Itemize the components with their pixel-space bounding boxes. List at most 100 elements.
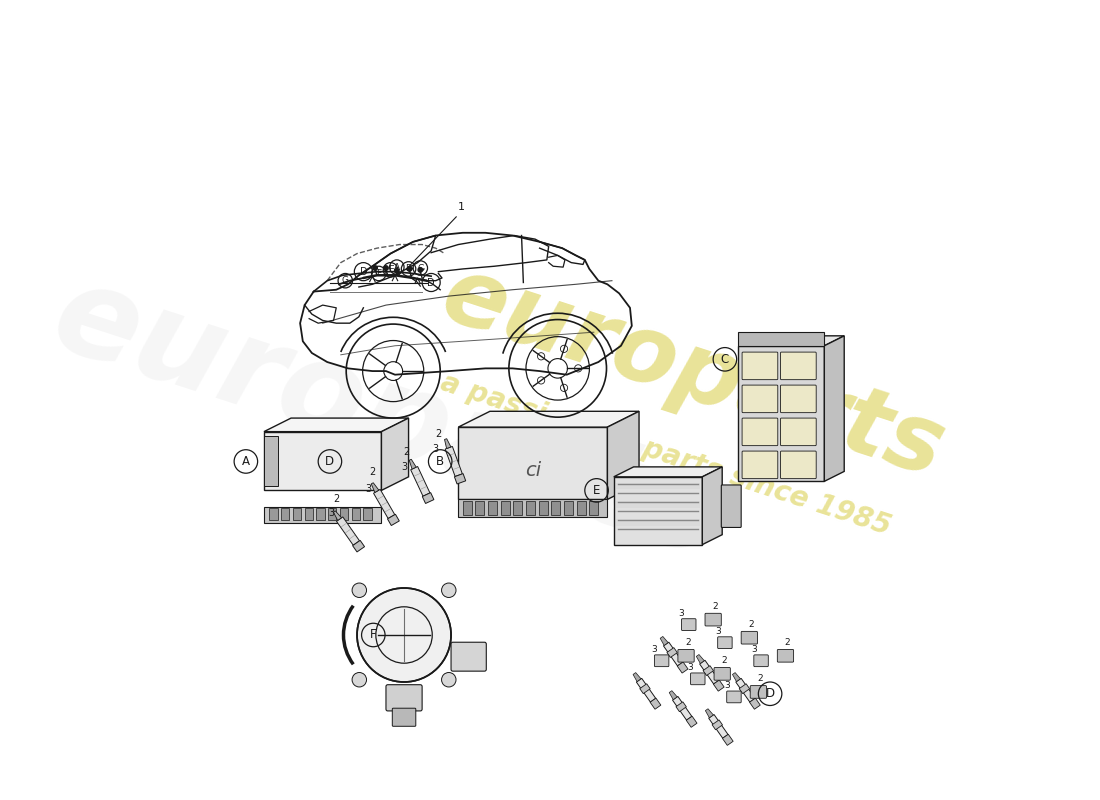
FancyBboxPatch shape <box>722 485 741 527</box>
Text: 2: 2 <box>404 447 410 458</box>
Circle shape <box>358 588 451 682</box>
Polygon shape <box>686 716 697 727</box>
Polygon shape <box>736 678 755 702</box>
FancyBboxPatch shape <box>750 686 767 698</box>
Polygon shape <box>824 336 844 482</box>
Text: D: D <box>360 266 367 277</box>
Polygon shape <box>667 648 678 658</box>
FancyBboxPatch shape <box>616 519 700 526</box>
Text: A: A <box>394 262 400 272</box>
FancyBboxPatch shape <box>264 506 382 523</box>
Text: 2: 2 <box>784 638 790 646</box>
Polygon shape <box>669 690 678 700</box>
Text: F: F <box>376 269 382 278</box>
FancyBboxPatch shape <box>305 509 312 520</box>
FancyBboxPatch shape <box>738 332 824 346</box>
Circle shape <box>418 267 422 272</box>
FancyBboxPatch shape <box>514 502 522 514</box>
Polygon shape <box>712 720 723 730</box>
Circle shape <box>441 583 456 598</box>
Polygon shape <box>607 411 639 499</box>
FancyBboxPatch shape <box>526 502 535 514</box>
Text: 2: 2 <box>370 467 375 478</box>
FancyBboxPatch shape <box>691 673 705 685</box>
FancyBboxPatch shape <box>564 502 573 514</box>
Text: 3: 3 <box>651 645 658 654</box>
Circle shape <box>407 266 411 271</box>
Polygon shape <box>459 427 607 499</box>
Text: A: A <box>242 455 250 468</box>
Circle shape <box>384 266 388 270</box>
Circle shape <box>441 673 456 687</box>
Text: 2: 2 <box>722 656 727 665</box>
FancyBboxPatch shape <box>463 502 472 514</box>
FancyBboxPatch shape <box>386 685 422 711</box>
Polygon shape <box>632 673 641 682</box>
Polygon shape <box>702 467 723 545</box>
Text: 3: 3 <box>329 508 334 518</box>
FancyBboxPatch shape <box>616 483 700 490</box>
Text: 3: 3 <box>402 462 407 472</box>
FancyBboxPatch shape <box>576 502 585 514</box>
FancyBboxPatch shape <box>488 502 497 514</box>
Polygon shape <box>374 490 395 518</box>
Polygon shape <box>705 709 713 718</box>
Polygon shape <box>739 684 749 694</box>
FancyBboxPatch shape <box>742 385 778 413</box>
FancyBboxPatch shape <box>459 499 607 518</box>
FancyBboxPatch shape <box>616 502 700 507</box>
FancyBboxPatch shape <box>270 509 277 520</box>
FancyBboxPatch shape <box>705 614 722 626</box>
FancyBboxPatch shape <box>678 650 694 662</box>
Polygon shape <box>264 418 408 432</box>
FancyBboxPatch shape <box>714 667 730 680</box>
Text: 3: 3 <box>432 444 439 454</box>
Text: ci: ci <box>525 461 541 480</box>
FancyBboxPatch shape <box>393 708 416 726</box>
Polygon shape <box>614 477 702 545</box>
Polygon shape <box>723 734 734 746</box>
Polygon shape <box>382 418 408 490</box>
Polygon shape <box>459 411 639 427</box>
FancyBboxPatch shape <box>654 655 669 666</box>
Text: 2: 2 <box>712 602 718 610</box>
Text: E: E <box>593 484 601 497</box>
Polygon shape <box>678 662 688 673</box>
Polygon shape <box>703 666 714 675</box>
Polygon shape <box>333 511 341 521</box>
FancyBboxPatch shape <box>754 655 768 666</box>
Polygon shape <box>353 540 364 552</box>
Polygon shape <box>650 698 661 710</box>
Text: 2: 2 <box>436 430 441 439</box>
Text: C: C <box>417 263 424 273</box>
Text: G: G <box>342 276 349 285</box>
FancyBboxPatch shape <box>590 502 598 514</box>
FancyBboxPatch shape <box>682 618 696 630</box>
Polygon shape <box>738 336 844 346</box>
FancyBboxPatch shape <box>500 502 509 514</box>
Polygon shape <box>749 698 760 710</box>
Polygon shape <box>700 660 719 684</box>
Text: D: D <box>427 278 434 287</box>
Polygon shape <box>422 493 433 503</box>
Polygon shape <box>264 432 382 490</box>
Polygon shape <box>410 466 430 496</box>
FancyBboxPatch shape <box>781 451 816 478</box>
Polygon shape <box>446 446 462 477</box>
Polygon shape <box>733 673 740 682</box>
Text: 2: 2 <box>757 674 763 683</box>
FancyBboxPatch shape <box>727 691 741 702</box>
Polygon shape <box>614 467 723 477</box>
FancyBboxPatch shape <box>363 509 372 520</box>
Text: 3: 3 <box>715 627 720 636</box>
FancyBboxPatch shape <box>742 451 778 478</box>
FancyBboxPatch shape <box>778 650 793 662</box>
Circle shape <box>352 583 366 598</box>
FancyBboxPatch shape <box>742 418 778 446</box>
FancyBboxPatch shape <box>340 509 348 520</box>
Polygon shape <box>372 482 378 493</box>
FancyBboxPatch shape <box>781 352 816 380</box>
FancyBboxPatch shape <box>282 509 289 520</box>
FancyBboxPatch shape <box>293 509 301 520</box>
FancyBboxPatch shape <box>352 509 360 520</box>
